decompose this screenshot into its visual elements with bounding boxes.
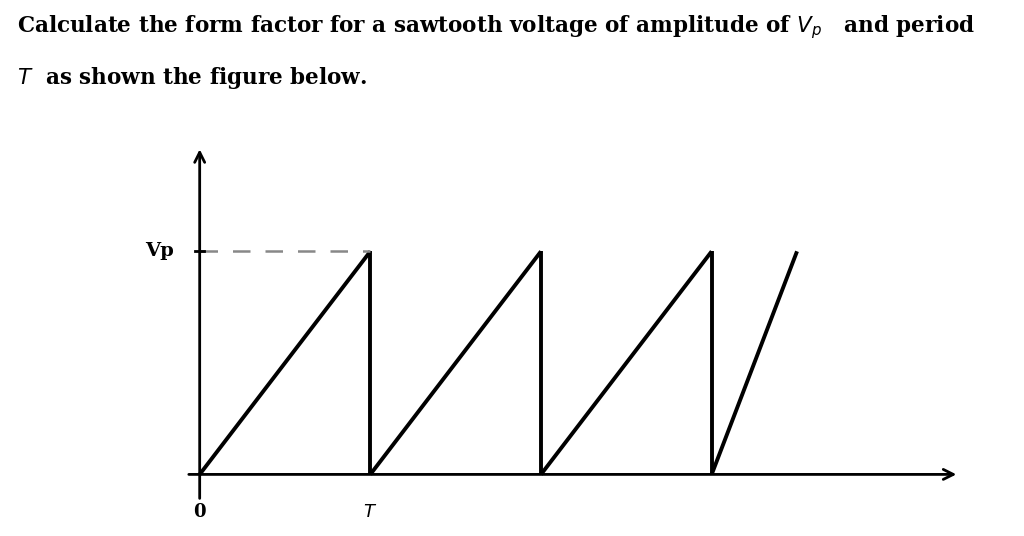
Text: $\mathit{T}$: $\mathit{T}$ [364, 503, 378, 522]
Text: $\mathit{T}$  as shown the figure below.: $\mathit{T}$ as shown the figure below. [17, 65, 368, 92]
Text: 0: 0 [194, 503, 206, 522]
Text: Vp: Vp [145, 242, 174, 260]
Text: Calculate the form factor for a sawtooth voltage of amplitude of $\mathit{V_p}$ : Calculate the form factor for a sawtooth… [17, 13, 975, 41]
